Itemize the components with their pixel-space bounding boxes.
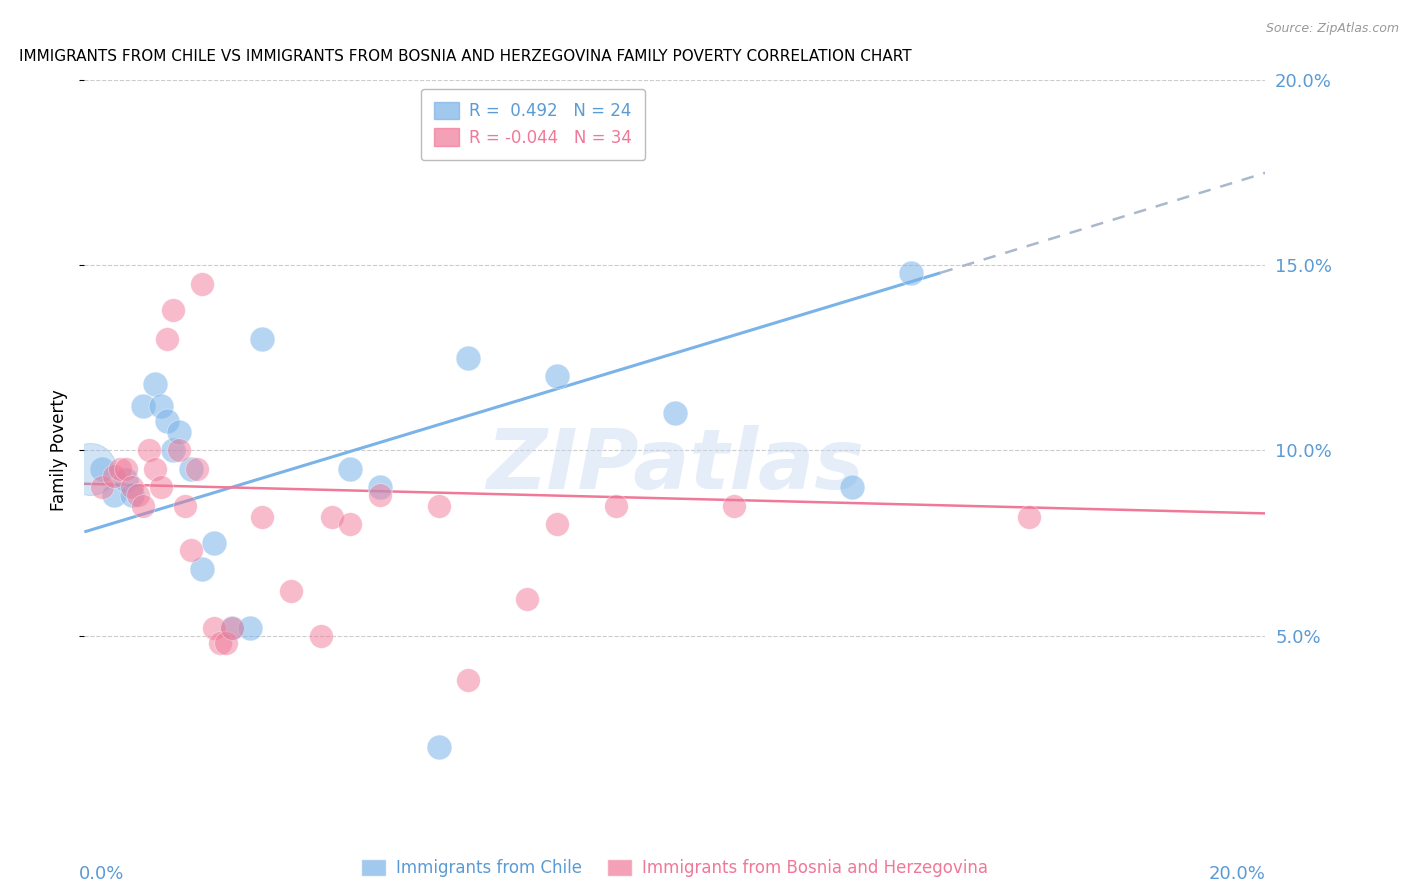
Point: [250, 332, 273, 346]
Point: [180, 462, 202, 476]
Point: [202, 621, 225, 635]
Point: [143, 462, 166, 476]
Point: [114, 462, 136, 476]
Point: [114, 473, 136, 487]
Point: [91, 481, 114, 495]
Point: [156, 332, 179, 346]
Point: [91, 462, 114, 476]
Point: [150, 399, 173, 413]
Point: [457, 351, 479, 365]
Point: [167, 425, 190, 439]
Point: [127, 488, 149, 502]
Legend: Immigrants from Chile, Immigrants from Bosnia and Herzegovina: Immigrants from Chile, Immigrants from B…: [354, 852, 995, 884]
Point: [723, 499, 745, 513]
Point: [321, 510, 343, 524]
Point: [605, 499, 627, 513]
Point: [202, 536, 225, 550]
Point: [180, 543, 202, 558]
Point: [368, 481, 391, 495]
Point: [457, 673, 479, 687]
Point: [250, 510, 273, 524]
Point: [215, 636, 238, 650]
Text: ZIPatlas: ZIPatlas: [486, 425, 863, 506]
Point: [546, 369, 568, 384]
Point: [156, 414, 179, 428]
Point: [132, 399, 155, 413]
Point: [427, 499, 450, 513]
Point: [841, 481, 863, 495]
Legend: R =  0.492   N = 24, R = -0.044   N = 34: R = 0.492 N = 24, R = -0.044 N = 34: [420, 88, 645, 160]
Point: [162, 443, 184, 458]
Point: [900, 266, 922, 280]
Point: [79, 462, 101, 476]
Point: [239, 621, 262, 635]
Point: [186, 462, 208, 476]
Text: IMMIGRANTS FROM CHILE VS IMMIGRANTS FROM BOSNIA AND HERZEGOVINA FAMILY POVERTY C: IMMIGRANTS FROM CHILE VS IMMIGRANTS FROM…: [20, 49, 912, 64]
Text: 0.0%: 0.0%: [79, 865, 124, 883]
Point: [191, 562, 214, 576]
Point: [368, 488, 391, 502]
Point: [209, 636, 232, 650]
Text: Source: ZipAtlas.com: Source: ZipAtlas.com: [1265, 22, 1399, 36]
Point: [339, 462, 361, 476]
Point: [143, 376, 166, 391]
Point: [103, 488, 125, 502]
Point: [121, 481, 143, 495]
Point: [108, 462, 131, 476]
Point: [1018, 510, 1040, 524]
Point: [546, 517, 568, 532]
Point: [221, 621, 243, 635]
Point: [138, 443, 160, 458]
Point: [280, 584, 302, 599]
Point: [516, 591, 538, 606]
Point: [150, 481, 173, 495]
Point: [664, 407, 686, 421]
Point: [309, 628, 332, 642]
Point: [173, 499, 195, 513]
Point: [162, 302, 184, 317]
Y-axis label: Family Poverty: Family Poverty: [51, 390, 69, 511]
Point: [167, 443, 190, 458]
Point: [132, 499, 155, 513]
Point: [191, 277, 214, 291]
Point: [427, 739, 450, 754]
Point: [103, 469, 125, 483]
Point: [339, 517, 361, 532]
Point: [121, 488, 143, 502]
Text: 20.0%: 20.0%: [1209, 865, 1265, 883]
Point: [221, 621, 243, 635]
